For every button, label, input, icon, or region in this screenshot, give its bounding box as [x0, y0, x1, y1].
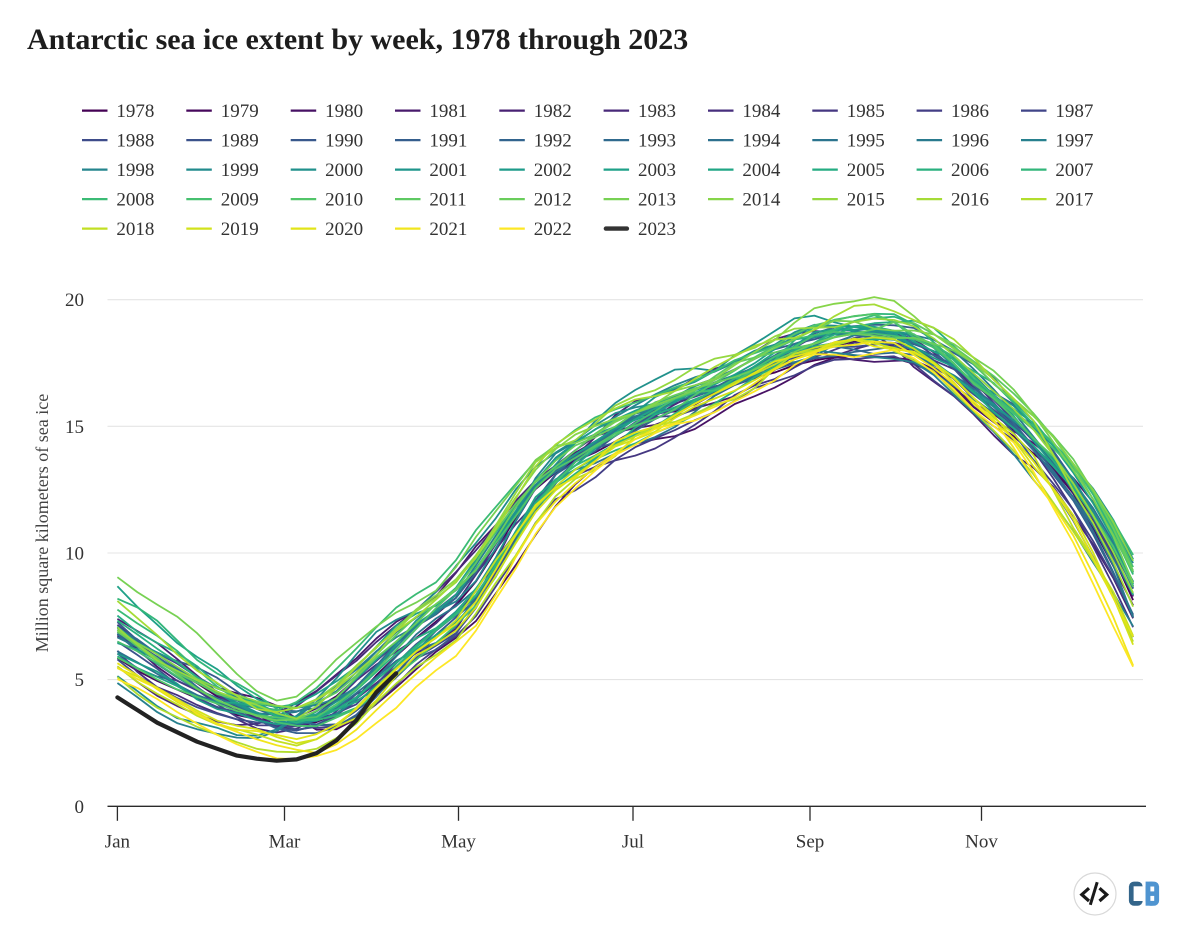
svg-text:Million square kilometers of s: Million square kilometers of sea ice — [32, 394, 52, 652]
svg-text:1985: 1985 — [847, 101, 885, 122]
svg-text:2004: 2004 — [742, 160, 781, 181]
svg-text:2023: 2023 — [638, 219, 676, 240]
svg-text:2019: 2019 — [221, 219, 259, 240]
svg-text:2011: 2011 — [429, 190, 466, 211]
svg-text:2009: 2009 — [221, 190, 259, 211]
svg-text:2010: 2010 — [325, 190, 363, 211]
svg-text:2015: 2015 — [847, 190, 885, 211]
svg-text:2018: 2018 — [116, 219, 154, 240]
svg-text:0: 0 — [75, 797, 85, 818]
svg-text:1996: 1996 — [951, 131, 989, 152]
svg-text:1999: 1999 — [221, 160, 259, 181]
svg-text:1981: 1981 — [429, 101, 467, 122]
svg-text:2001: 2001 — [429, 160, 467, 181]
svg-text:May: May — [441, 832, 476, 853]
svg-text:10: 10 — [65, 544, 84, 565]
svg-text:Sep: Sep — [796, 832, 825, 853]
svg-text:2017: 2017 — [1055, 190, 1093, 211]
svg-text:1991: 1991 — [429, 131, 467, 152]
svg-text:1982: 1982 — [534, 101, 572, 122]
svg-text:2005: 2005 — [847, 160, 885, 181]
svg-text:20: 20 — [65, 290, 84, 311]
svg-text:1980: 1980 — [325, 101, 363, 122]
svg-text:1984: 1984 — [742, 101, 781, 122]
svg-text:1995: 1995 — [847, 131, 885, 152]
svg-text:2008: 2008 — [116, 190, 154, 211]
svg-text:5: 5 — [75, 670, 85, 691]
svg-text:2022: 2022 — [534, 219, 572, 240]
svg-text:1993: 1993 — [638, 131, 676, 152]
svg-text:2016: 2016 — [951, 190, 989, 211]
svg-text:2000: 2000 — [325, 160, 363, 181]
svg-text:Mar: Mar — [269, 832, 301, 853]
svg-text:1997: 1997 — [1055, 131, 1093, 152]
svg-text:15: 15 — [65, 417, 84, 438]
svg-text:2003: 2003 — [638, 160, 676, 181]
svg-text:1989: 1989 — [221, 131, 259, 152]
svg-text:1992: 1992 — [534, 131, 572, 152]
svg-text:1978: 1978 — [116, 101, 154, 122]
svg-text:1987: 1987 — [1055, 101, 1093, 122]
svg-text:1994: 1994 — [742, 131, 781, 152]
svg-text:1986: 1986 — [951, 101, 989, 122]
svg-text:1979: 1979 — [221, 101, 259, 122]
svg-text:2007: 2007 — [1055, 160, 1093, 181]
svg-text:2014: 2014 — [742, 190, 781, 211]
svg-text:2002: 2002 — [534, 160, 572, 181]
svg-text:Jan: Jan — [105, 832, 131, 853]
svg-text:1988: 1988 — [116, 131, 154, 152]
svg-text:1998: 1998 — [116, 160, 154, 181]
svg-text:Nov: Nov — [965, 832, 998, 853]
svg-text:Jul: Jul — [622, 832, 644, 853]
svg-text:2013: 2013 — [638, 190, 676, 211]
svg-text:2020: 2020 — [325, 219, 363, 240]
svg-text:1983: 1983 — [638, 101, 676, 122]
svg-text:2012: 2012 — [534, 190, 572, 211]
svg-text:2006: 2006 — [951, 160, 989, 181]
svg-text:1990: 1990 — [325, 131, 363, 152]
svg-text:Antarctic sea ice extent by we: Antarctic sea ice extent by week, 1978 t… — [27, 23, 688, 56]
svg-text:2021: 2021 — [429, 219, 467, 240]
